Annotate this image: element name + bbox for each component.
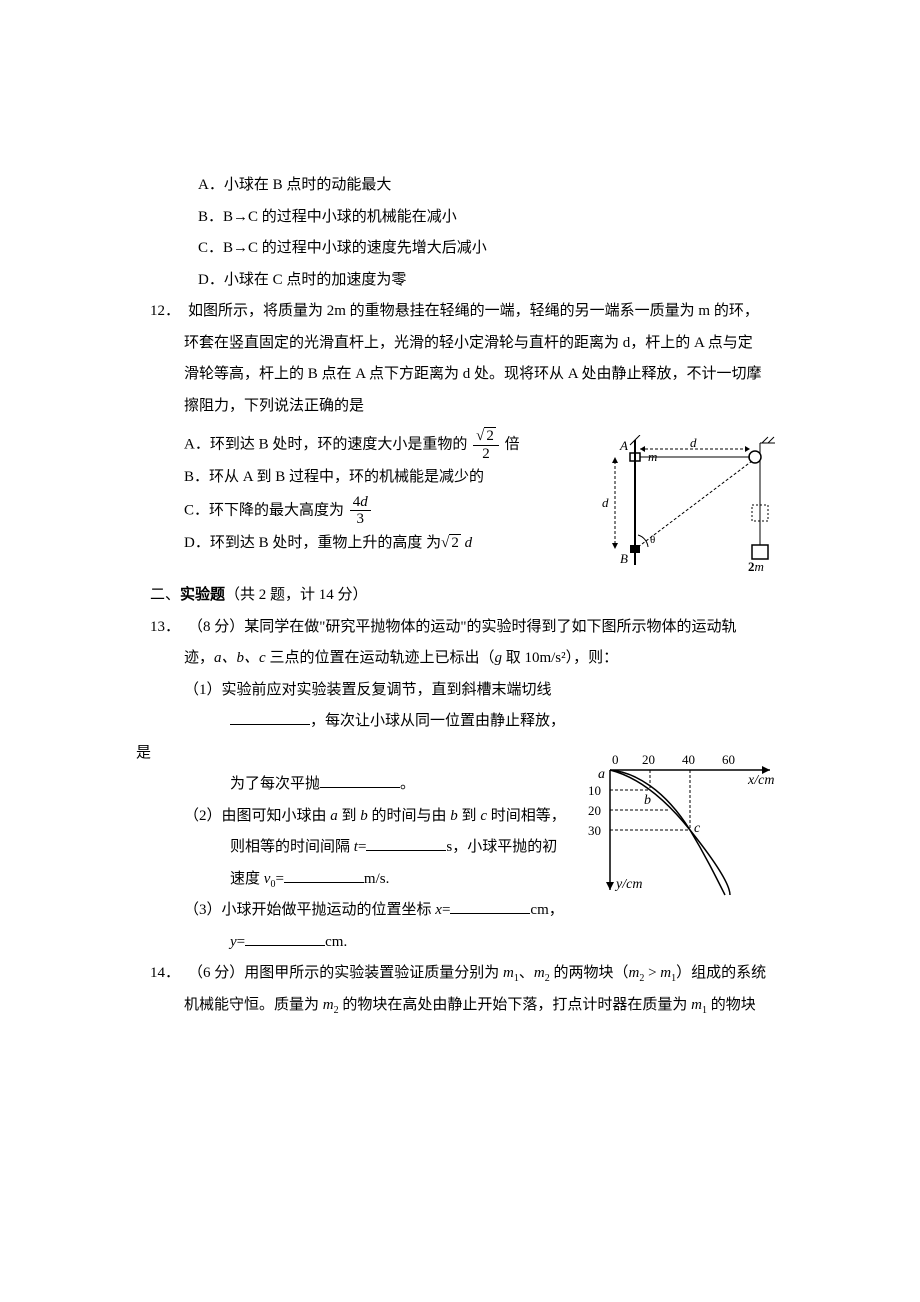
q13-stem-cont: 迹，a、b、c 三点的位置在运动轨迹上已标出（g 取 10m/s²），则： <box>150 643 770 675</box>
q14-stem-cont: 机械能守恒。质量为 m2 的物块在高处由静止开始下落，打点计时器在质量为 m1 … <box>150 990 770 1022</box>
xtick-20: 20 <box>642 752 655 767</box>
point-b: b <box>644 793 651 808</box>
q12-number: 12． <box>150 296 188 328</box>
q12: 12． 如图所示，将质量为 2m 的重物悬挂在轻绳的一端，轻绳的另一端系一质量为… <box>150 296 770 328</box>
xlabel: x/cm <box>747 773 774 788</box>
blank-field <box>230 709 310 725</box>
q14-stem-line2: 机械能守恒。质量为 m2 的物块在高处由静止开始下落，打点计时器在质量为 m1 … <box>184 990 770 1022</box>
label-2m: 2m <box>748 559 764 574</box>
q13-stem-line2: 迹，a、b、c 三点的位置在运动轨迹上已标出（g 取 10m/s²），则： <box>184 643 770 675</box>
xtick-60: 60 <box>722 752 735 767</box>
q11-options: A．小球在 B 点时的动能最大 B．B→C 的过程中小球的机械能在减小 C．B→… <box>150 170 770 296</box>
sqrt-icon: 2 <box>441 528 461 560</box>
blank-field <box>284 867 364 883</box>
point-a: a <box>598 767 605 782</box>
q12-opt-c-frac: 4d 3 <box>350 494 371 528</box>
label-A: A <box>619 438 628 453</box>
q14-body: （6 分）用图甲所示的实验装置验证质量分别为 m1、m2 的两物块（m2 > m… <box>188 958 770 990</box>
q12-opt-a-pre: A．环到达 B 处时，环的速度大小是重物的 <box>184 436 467 452</box>
q11-opt-a: A．小球在 B 点时的动能最大 <box>198 170 770 202</box>
q11-opt-b: B．B→C 的过程中小球的机械能在减小 <box>198 202 770 234</box>
q11-opt-c: C．B→C 的过程中小球的速度先增大后减小 <box>198 233 770 265</box>
q12-opt-d-post: d <box>461 535 472 551</box>
q13-p3-b: y=cm. <box>184 927 770 959</box>
label-d-top: d <box>690 435 697 450</box>
ytick-10: 10 <box>588 783 601 798</box>
ytick-30: 30 <box>588 823 601 838</box>
page: A．小球在 B 点时的动能最大 B．B→C 的过程中小球的机械能在减小 C．B→… <box>0 0 920 1302</box>
q13-number: 13． <box>150 612 188 644</box>
q14: 14． （6 分）用图甲所示的实验装置验证质量分别为 m1、m2 的两物块（m2… <box>150 958 770 990</box>
blank-field <box>366 835 446 851</box>
section2-pre: 二、 <box>150 587 180 603</box>
sqrt-icon: 2 <box>476 428 496 445</box>
q13-p2-a: （2）由图可知小球由 a 到 b 的时间与由 b 到 c 时间相等， <box>184 801 574 833</box>
ytick-20: 20 <box>588 803 601 818</box>
point-c: c <box>694 821 701 836</box>
q14-number: 14． <box>150 958 188 990</box>
blank-field <box>320 772 400 788</box>
label-theta: θ <box>650 534 655 546</box>
q12-opt-a-den: 2 <box>473 446 499 463</box>
q12-stem-line3: 滑轮等高，杆上的 B 点在 A 点下方距离为 d 处。现将环从 A 处由静止释放… <box>184 359 770 391</box>
q12-opt-d-pre: D．环到达 B 处时，重物上升的高度 为 <box>184 535 441 551</box>
label-B: B <box>620 551 628 566</box>
label-d-left: d <box>602 495 609 510</box>
q12-opt-c-pre: C．环下降的最大高度为 <box>184 502 344 518</box>
q12-stem-cont: 环套在竖直固定的光滑直杆上，光滑的轻小定滑轮与直杆的距离为 d，杆上的 A 点与… <box>150 328 770 423</box>
xtick-0: 0 <box>612 752 619 767</box>
q13-p2-c: 速度 v0=m/s. <box>184 864 620 896</box>
q12-stem-line4: 擦阻力，下列说法正确的是 <box>184 391 770 423</box>
q14-stem-line1: （6 分）用图甲所示的实验装置验证质量分别为 m1、m2 的两物块（m2 > m… <box>188 958 770 990</box>
q12-diagram: A m d B d θ 2m <box>600 435 780 575</box>
section2-post: （共 2 题，计 14 分） <box>225 587 368 603</box>
q12-opt-c-den: 3 <box>350 511 371 528</box>
q13-parts: （1）实验前应对实验装置反复调节，直到斜槽末端切线 ，每次让小球从同一位置由静止… <box>150 675 770 738</box>
q13-diagram: 0 20 40 60 x/cm 10 20 30 y/cm a b c <box>580 750 780 900</box>
q13-p1-a: （1）实验前应对实验装置反复调节，直到斜槽末端切线 <box>184 675 574 707</box>
section2-bold: 实验题 <box>180 586 225 603</box>
q12-body: 如图所示，将质量为 2m 的重物悬挂在轻绳的一端，轻绳的另一端系一质量为 m 的… <box>188 296 770 328</box>
q12-opt-a-frac: 2 2 <box>473 428 499 462</box>
q12-stem-line2: 环套在竖直固定的光滑直杆上，光滑的轻小定滑轮与直杆的距离为 d，杆上的 A 点与… <box>184 328 770 360</box>
q11-opt-d: D．小球在 C 点时的加速度为零 <box>198 265 770 297</box>
q13-p2-b: 则相等的时间间隔 t=s，小球平抛的初 <box>184 832 620 864</box>
q13-stem-line1: （8 分）某同学在做"研究平抛物体的运动"的实验时得到了如下图所示物体的运动轨 <box>188 612 770 644</box>
ylabel: y/cm <box>614 877 642 892</box>
q12-stem-line1: 如图所示，将质量为 2m 的重物悬挂在轻绳的一端，轻绳的另一端系一质量为 m 的… <box>188 296 770 328</box>
q13-p1-d: 为了每次平抛。 <box>184 769 620 801</box>
q13-body: （8 分）某同学在做"研究平抛物体的运动"的实验时得到了如下图所示物体的运动轨 <box>188 612 770 644</box>
q13-p1-b: ，每次让小球从同一位置由静止释放， <box>184 706 620 738</box>
blank-field <box>245 930 325 946</box>
xtick-40: 40 <box>682 752 695 767</box>
section2-header: 二、实验题（共 2 题，计 14 分） <box>150 579 770 612</box>
blank-field <box>450 898 530 914</box>
q13: 13． （8 分）某同学在做"研究平抛物体的运动"的实验时得到了如下图所示物体的… <box>150 612 770 644</box>
q12-opt-a-post: 倍 <box>505 436 520 452</box>
